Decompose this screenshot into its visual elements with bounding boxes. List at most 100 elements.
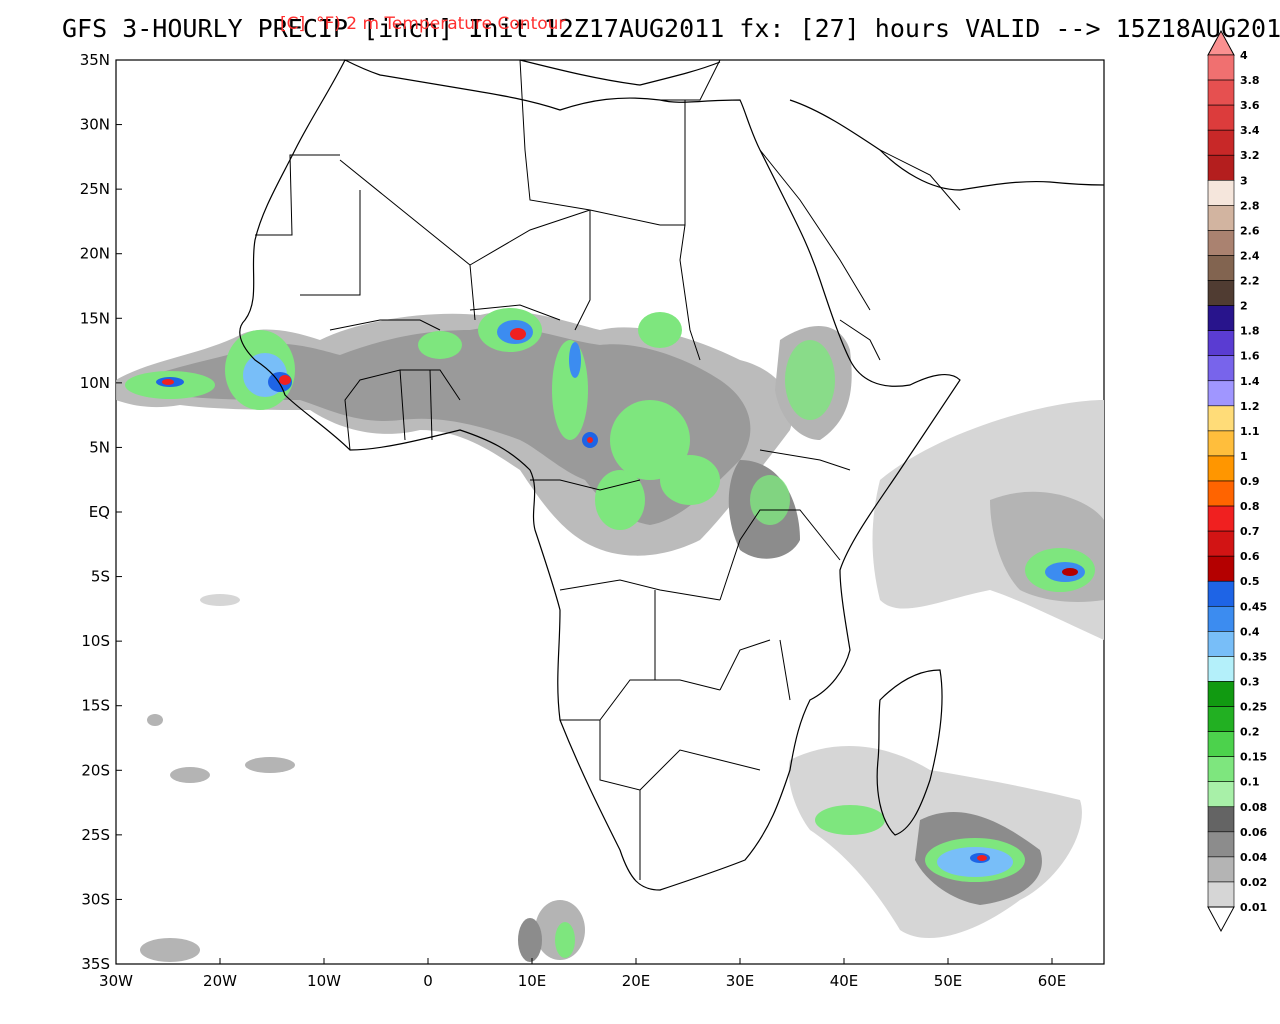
colorbar-top-triangle bbox=[1207, 29, 1235, 56]
colorbar-box bbox=[1207, 280, 1235, 306]
colorbar-label: 0.5 bbox=[1240, 575, 1260, 588]
y-tick-label: 15N bbox=[80, 309, 110, 327]
colorbar-box bbox=[1207, 255, 1235, 281]
colorbar-label: 0.04 bbox=[1240, 851, 1267, 864]
colorbar-label: 3.2 bbox=[1240, 149, 1260, 162]
colorbar-label: 4 bbox=[1240, 49, 1248, 62]
colorbar-box bbox=[1207, 580, 1235, 607]
colorbar-box bbox=[1207, 656, 1235, 682]
colorbar-label: 1.2 bbox=[1240, 400, 1260, 413]
y-tick-label: 35N bbox=[80, 51, 110, 69]
colorbar-label: 0.25 bbox=[1240, 701, 1267, 714]
colorbar-box bbox=[1207, 154, 1235, 181]
colorbar-box bbox=[1207, 455, 1235, 482]
colorbar-box bbox=[1207, 756, 1235, 783]
y-tick-label: 30N bbox=[80, 116, 110, 134]
x-tick-label: 20E bbox=[622, 972, 651, 990]
colorbar-label: 0.2 bbox=[1240, 726, 1260, 739]
colorbar-box bbox=[1207, 881, 1235, 908]
colorbar-box bbox=[1207, 555, 1235, 582]
colorbar-box bbox=[1207, 480, 1235, 507]
y-tick-label: 5S bbox=[91, 568, 110, 586]
colorbar-box bbox=[1207, 681, 1235, 707]
x-tick-label: 20W bbox=[203, 972, 237, 990]
y-tick-label: 20N bbox=[80, 245, 110, 263]
colorbar-box bbox=[1207, 831, 1235, 858]
colorbar-label: 1.1 bbox=[1240, 425, 1260, 438]
colorbar-box bbox=[1207, 305, 1235, 331]
x-axis-ticks: 30W 20W 10W 0 10E 20E 30E 40E 50E 60E bbox=[99, 958, 1066, 990]
y-tick-label: 10N bbox=[80, 374, 110, 392]
colorbar-box bbox=[1207, 129, 1235, 156]
colorbar-label: 3 bbox=[1240, 174, 1248, 187]
colorbar-box bbox=[1207, 505, 1235, 532]
coastline bbox=[239, 59, 1105, 891]
colorbar-label: 0.1 bbox=[1240, 776, 1260, 789]
colorbar-label: 0.4 bbox=[1240, 625, 1260, 638]
colorbar-box bbox=[1207, 631, 1235, 657]
colorbar-box bbox=[1207, 706, 1235, 732]
y-axis-ticks: 35N 30N 25N 20N 15N 10N 5N EQ 5S 10S 15S 20S 25S 30S 3… bbox=[80, 51, 122, 973]
x-tick-label: 10W bbox=[307, 972, 341, 990]
colorbar-bottom-triangle bbox=[1207, 906, 1235, 933]
colorbar-box bbox=[1207, 355, 1235, 382]
colorbar-label: 0.01 bbox=[1240, 901, 1267, 914]
colorbar-label: 2.4 bbox=[1240, 249, 1260, 262]
x-tick-label: 0 bbox=[423, 972, 433, 990]
y-tick-label: 15S bbox=[81, 697, 110, 715]
colorbar-label: 0.45 bbox=[1240, 600, 1267, 613]
colorbar-label: 1.4 bbox=[1240, 375, 1260, 388]
chart-title: GFS 3-HOURLY PRECIP [inch] Init 12Z17AUG… bbox=[62, 14, 1280, 43]
colorbar-label: 2.2 bbox=[1240, 275, 1260, 288]
x-tick-label: 60E bbox=[1038, 972, 1067, 990]
x-tick-label: 10E bbox=[518, 972, 547, 990]
y-tick-label: EQ bbox=[89, 503, 110, 521]
x-tick-label: 50E bbox=[934, 972, 963, 990]
colorbar-box bbox=[1207, 179, 1235, 206]
colorbar-label: 1 bbox=[1240, 450, 1248, 463]
y-tick-label: 30S bbox=[81, 890, 110, 908]
temperature-contour-title: [C] °F) 2 m Temperature Contour bbox=[280, 14, 566, 34]
colorbar-box bbox=[1207, 781, 1235, 808]
colorbar-box bbox=[1207, 430, 1235, 457]
colorbar-label: 1.8 bbox=[1240, 325, 1260, 338]
colorbar-label: 2.8 bbox=[1240, 199, 1260, 212]
colorbar-label: 0.15 bbox=[1240, 751, 1267, 764]
colorbar-label: 0.35 bbox=[1240, 650, 1267, 663]
y-tick-label: 25S bbox=[81, 826, 110, 844]
colorbar-label: 3.4 bbox=[1240, 124, 1260, 137]
colorbar-label: 0.02 bbox=[1240, 876, 1267, 889]
y-tick-label: 25N bbox=[80, 180, 110, 198]
colorbar-label: 0.08 bbox=[1240, 801, 1267, 814]
country-borders bbox=[255, 59, 961, 880]
y-tick-label: 35S bbox=[81, 955, 110, 973]
colorbar-box bbox=[1207, 405, 1235, 432]
colorbar-label: 1.6 bbox=[1240, 350, 1260, 363]
colorbar-box bbox=[1207, 205, 1235, 231]
precip-shading bbox=[116, 308, 1104, 962]
colorbar-label: 3.6 bbox=[1240, 99, 1260, 112]
x-tick-label: 30E bbox=[726, 972, 755, 990]
colorbar-box bbox=[1207, 230, 1235, 256]
y-tick-label: 10S bbox=[81, 632, 110, 650]
colorbar-box bbox=[1207, 731, 1235, 757]
colorbar-label: 0.9 bbox=[1240, 475, 1260, 488]
colorbar-label: 2.6 bbox=[1240, 224, 1260, 237]
colorbar-box bbox=[1207, 79, 1235, 106]
colorbar-label: 3.8 bbox=[1240, 74, 1260, 87]
colorbar-label: 0.06 bbox=[1240, 826, 1267, 839]
colorbar-label: 0.8 bbox=[1240, 500, 1260, 513]
y-tick-label: 20S bbox=[81, 761, 110, 779]
colorbar-label: 0.3 bbox=[1240, 675, 1260, 688]
colorbar: 0.01 0.02 0.04 0.06 0.08 0.1 0.15 0.2 0.25 0.3 0.3… bbox=[1207, 29, 1267, 933]
colorbar-label: 2 bbox=[1240, 300, 1248, 313]
y-tick-label: 5N bbox=[89, 438, 110, 456]
colorbar-box bbox=[1207, 856, 1235, 883]
colorbar-box bbox=[1207, 380, 1235, 407]
colorbar-label: 0.7 bbox=[1240, 525, 1260, 538]
x-tick-label: 40E bbox=[830, 972, 859, 990]
colorbar-box bbox=[1207, 330, 1235, 357]
colorbar-box bbox=[1207, 54, 1235, 81]
colorbar-box bbox=[1207, 806, 1235, 833]
